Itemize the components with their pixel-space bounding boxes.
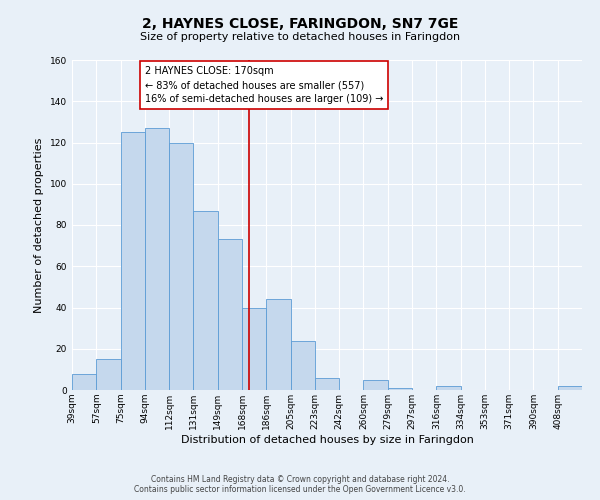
Bar — [315, 378, 339, 390]
Bar — [121, 132, 145, 390]
Bar — [169, 142, 193, 390]
Bar — [193, 210, 218, 390]
Bar — [558, 386, 582, 390]
Text: 2 HAYNES CLOSE: 170sqm
← 83% of detached houses are smaller (557)
16% of semi-de: 2 HAYNES CLOSE: 170sqm ← 83% of detached… — [145, 66, 383, 104]
Bar — [364, 380, 388, 390]
Text: Contains HM Land Registry data © Crown copyright and database right 2024.: Contains HM Land Registry data © Crown c… — [151, 475, 449, 484]
Text: 2, HAYNES CLOSE, FARINGDON, SN7 7GE: 2, HAYNES CLOSE, FARINGDON, SN7 7GE — [142, 18, 458, 32]
X-axis label: Distribution of detached houses by size in Faringdon: Distribution of detached houses by size … — [181, 434, 473, 444]
Text: Contains public sector information licensed under the Open Government Licence v3: Contains public sector information licen… — [134, 485, 466, 494]
Bar — [290, 340, 315, 390]
Bar — [145, 128, 169, 390]
Bar — [436, 386, 461, 390]
Text: Size of property relative to detached houses in Faringdon: Size of property relative to detached ho… — [140, 32, 460, 42]
Bar — [72, 374, 96, 390]
Bar — [242, 308, 266, 390]
Bar — [266, 299, 290, 390]
Bar — [96, 359, 121, 390]
Bar — [388, 388, 412, 390]
Bar — [218, 240, 242, 390]
Y-axis label: Number of detached properties: Number of detached properties — [34, 138, 44, 312]
